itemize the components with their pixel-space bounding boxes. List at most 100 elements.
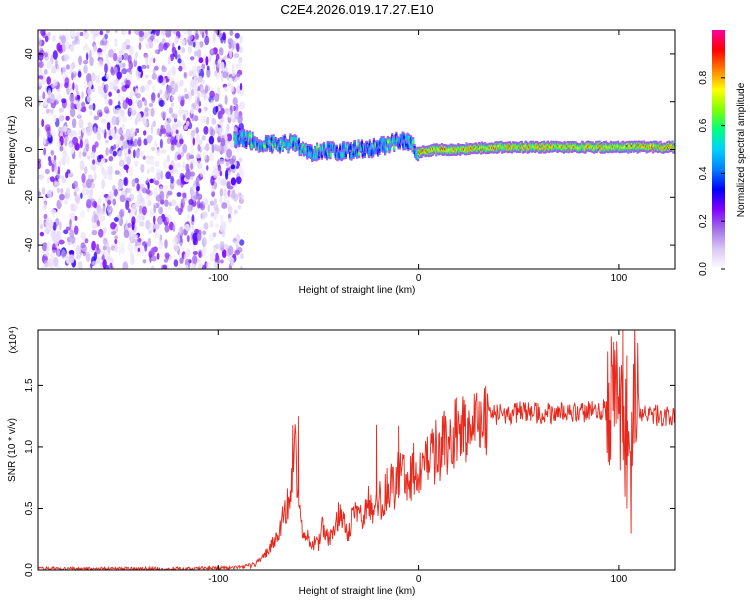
noise-blob bbox=[66, 155, 70, 165]
noise-blob bbox=[158, 75, 164, 83]
noise-blob bbox=[193, 41, 196, 48]
noise-blob bbox=[38, 95, 44, 100]
noise-blob bbox=[215, 243, 220, 249]
noise-blob bbox=[217, 86, 221, 93]
noise-blob bbox=[155, 173, 160, 179]
noise-blob bbox=[67, 83, 73, 92]
noise-blob bbox=[68, 254, 75, 264]
spectrogram-x-label: Height of straight line (km) bbox=[299, 285, 416, 296]
noise-blob bbox=[127, 143, 133, 150]
noise-blob bbox=[135, 149, 140, 159]
track-core bbox=[352, 152, 355, 156]
noise-blob bbox=[236, 72, 241, 78]
noise-blob bbox=[73, 225, 79, 235]
noise-blob bbox=[59, 221, 62, 231]
noise-blob bbox=[48, 258, 54, 267]
x-tick-label: 0 bbox=[416, 574, 422, 585]
noise-blob bbox=[196, 199, 201, 209]
noise-blob bbox=[97, 59, 104, 68]
noise-blob bbox=[239, 239, 245, 246]
colorbar: 0.0 0.2 0.4 0.6 0.8 Normalized spectral ampl… bbox=[698, 30, 747, 276]
track-core bbox=[377, 150, 380, 153]
noise-blob bbox=[210, 128, 215, 137]
snr-y-multiplier: (x10⁴) bbox=[8, 326, 19, 353]
noise-blob bbox=[182, 30, 187, 35]
noise-blob bbox=[77, 70, 82, 78]
noise-blob bbox=[64, 77, 70, 86]
noise-blob bbox=[140, 163, 145, 173]
noise-blob bbox=[142, 116, 146, 126]
noise-blob bbox=[97, 155, 102, 163]
noise-blob bbox=[45, 246, 50, 256]
noise-blob bbox=[118, 247, 121, 256]
noise-blob bbox=[99, 30, 104, 36]
noise-blob bbox=[49, 176, 55, 182]
track-core bbox=[403, 136, 406, 139]
noise-blob bbox=[154, 230, 160, 239]
noise-blob bbox=[209, 220, 214, 228]
noise-blob bbox=[201, 211, 208, 219]
track-core bbox=[329, 153, 332, 156]
noise-blob bbox=[54, 181, 61, 187]
noise-blob bbox=[190, 129, 196, 138]
noise-blob bbox=[69, 44, 75, 53]
noise-blob bbox=[167, 190, 173, 196]
noise-blob bbox=[186, 235, 190, 243]
noise-blob bbox=[87, 86, 92, 96]
noise-blob bbox=[50, 98, 55, 104]
noise-blob bbox=[107, 205, 113, 213]
track-core bbox=[410, 140, 413, 144]
noise-blob bbox=[144, 243, 148, 252]
noise-blob bbox=[235, 103, 239, 111]
noise-blob bbox=[227, 245, 234, 256]
noise-blob bbox=[226, 181, 231, 189]
noise-blob bbox=[69, 102, 76, 110]
noise-blob bbox=[177, 154, 182, 161]
noise-blob bbox=[166, 85, 172, 94]
track-core bbox=[348, 148, 351, 151]
noise-blob bbox=[65, 226, 71, 231]
noise-blob bbox=[121, 96, 125, 102]
noise-blob bbox=[225, 169, 229, 180]
noise-blob bbox=[147, 182, 150, 190]
noise-blob bbox=[199, 168, 206, 178]
spectrogram-y-label: Frequency (Hz) bbox=[7, 116, 18, 185]
noise-blob bbox=[110, 127, 116, 138]
noise-blob bbox=[134, 131, 137, 137]
noise-blob bbox=[153, 38, 159, 44]
noise-blob bbox=[215, 105, 219, 113]
noise-blob bbox=[207, 204, 210, 213]
noise-blob bbox=[97, 85, 103, 95]
noise-blob bbox=[93, 171, 97, 181]
noise-blob bbox=[237, 115, 243, 124]
noise-blob bbox=[63, 53, 69, 62]
noise-blob bbox=[56, 64, 60, 73]
track-core bbox=[350, 154, 353, 157]
noise-blob bbox=[40, 30, 46, 36]
noise-blob bbox=[111, 115, 117, 126]
track-core bbox=[323, 145, 326, 149]
noise-blob bbox=[92, 103, 96, 111]
noise-blob bbox=[191, 185, 198, 191]
y-tick-label: 0 bbox=[24, 146, 35, 152]
noise-blob bbox=[170, 95, 174, 102]
noise-blob bbox=[82, 182, 87, 188]
noise-blob bbox=[127, 148, 131, 155]
noise-blob bbox=[83, 31, 89, 40]
noise-blob bbox=[223, 86, 229, 92]
noise-blob bbox=[164, 239, 168, 249]
noise-blob bbox=[68, 250, 75, 255]
noise-blob bbox=[52, 50, 58, 60]
noise-blob bbox=[231, 63, 235, 73]
noise-blob bbox=[180, 181, 184, 188]
noise-blob bbox=[149, 208, 154, 218]
noise-blob bbox=[41, 187, 46, 195]
noise-blob bbox=[196, 65, 201, 74]
noise-blob bbox=[105, 147, 109, 157]
noise-scatter bbox=[38, 30, 245, 269]
noise-blob bbox=[136, 193, 142, 204]
noise-blob bbox=[114, 170, 120, 175]
noise-blob bbox=[181, 63, 186, 69]
x-tick-label: 0 bbox=[416, 273, 422, 284]
noise-blob bbox=[187, 33, 194, 41]
